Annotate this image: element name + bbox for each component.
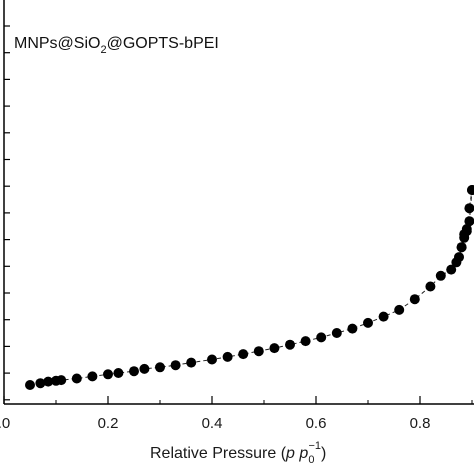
data-point [467, 185, 474, 195]
data-point [347, 323, 358, 334]
data-point [464, 216, 474, 227]
chart-title-subscript: 2 [100, 44, 106, 56]
x-axis-title-sup: −1 [308, 440, 321, 452]
data-point [316, 332, 327, 343]
x-tick-label: 0.8 [410, 415, 431, 432]
data-point [269, 343, 280, 354]
data-point [103, 369, 113, 380]
x-axis-title-p0: p [298, 445, 308, 462]
x-tick-label: 0.4 [202, 415, 223, 432]
data-point [454, 252, 464, 263]
data-point [456, 242, 467, 253]
chart-title-rest: @GOPTS-bPEI [107, 35, 219, 52]
chart-title: MNPs@SiO2@GOPTS-bPEI [14, 35, 219, 56]
data-point [464, 203, 474, 214]
data-point [155, 362, 165, 373]
data-point [113, 368, 124, 378]
data-point [35, 378, 46, 389]
data-point [331, 328, 342, 338]
series-line-0 [29, 189, 473, 386]
x-tick-label: 0.2 [98, 415, 119, 432]
x-axis-title-sub: 0 [308, 454, 314, 466]
data-point [285, 339, 295, 350]
data-point [409, 294, 420, 305]
x-axis-title: Relative Pressure (p p0−1) [150, 440, 326, 466]
series-lines [29, 189, 473, 386]
data-point [139, 363, 150, 374]
x-axis-title-suffix: ) [321, 445, 326, 462]
data-point [222, 351, 233, 362]
x-tick-label: .0 [0, 415, 10, 432]
data-point [207, 354, 217, 365]
data-point [43, 376, 54, 387]
x-axis-title-p: p [285, 445, 295, 462]
data-point [378, 311, 389, 322]
plot-frame [3, 0, 474, 405]
data-point [425, 281, 436, 292]
x-axis-title-prefix: Relative Pressure ( [150, 445, 287, 462]
x-axis-ticks [3, 396, 473, 404]
data-point [459, 229, 470, 240]
data-point [129, 366, 139, 377]
data-point [253, 346, 264, 357]
data-point [87, 371, 98, 382]
data-point [394, 304, 405, 315]
data-point [25, 380, 35, 390]
data-point [186, 357, 197, 368]
x-axis-tick-labels: .0 0.2 0.4 0.6 0.8 [0, 415, 430, 432]
series-points [25, 185, 474, 390]
data-point [56, 375, 67, 386]
data-point [71, 373, 82, 384]
data-point [363, 317, 373, 328]
data-point [170, 360, 181, 371]
chart-title-main: MNPs@SiO [14, 35, 100, 52]
x-tick-label: 0.6 [306, 415, 327, 432]
data-point [238, 349, 249, 360]
data-point [435, 270, 446, 281]
data-point [446, 264, 457, 275]
data-point [300, 336, 311, 347]
